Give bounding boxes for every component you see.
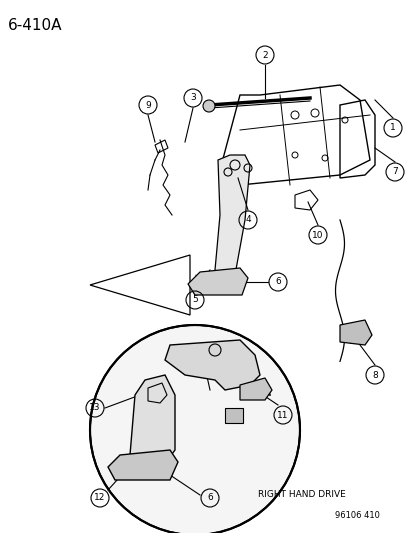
Text: 4: 4 xyxy=(244,215,250,224)
Polygon shape xyxy=(240,378,271,400)
Circle shape xyxy=(90,325,299,533)
Polygon shape xyxy=(108,450,178,480)
Text: 12: 12 xyxy=(94,494,105,503)
Text: 7: 7 xyxy=(391,167,397,176)
Text: 10: 10 xyxy=(311,230,323,239)
Text: 5: 5 xyxy=(192,295,197,304)
Text: 13: 13 xyxy=(89,403,100,413)
Text: 6-410A: 6-410A xyxy=(8,18,62,33)
Polygon shape xyxy=(130,375,175,470)
Bar xyxy=(224,408,242,423)
Polygon shape xyxy=(188,268,247,295)
Circle shape xyxy=(202,100,214,112)
Text: 3: 3 xyxy=(190,93,195,102)
Text: 2: 2 xyxy=(261,51,267,60)
Polygon shape xyxy=(214,155,249,280)
Text: 8: 8 xyxy=(371,370,377,379)
Text: 6: 6 xyxy=(275,278,280,287)
Text: 96106 410: 96106 410 xyxy=(334,511,379,520)
Text: 1: 1 xyxy=(389,124,395,133)
Polygon shape xyxy=(339,320,371,345)
Text: 6: 6 xyxy=(206,494,212,503)
Polygon shape xyxy=(165,340,259,390)
Text: 11: 11 xyxy=(277,410,288,419)
Text: 9: 9 xyxy=(145,101,150,109)
Text: RIGHT HAND DRIVE: RIGHT HAND DRIVE xyxy=(257,490,345,499)
